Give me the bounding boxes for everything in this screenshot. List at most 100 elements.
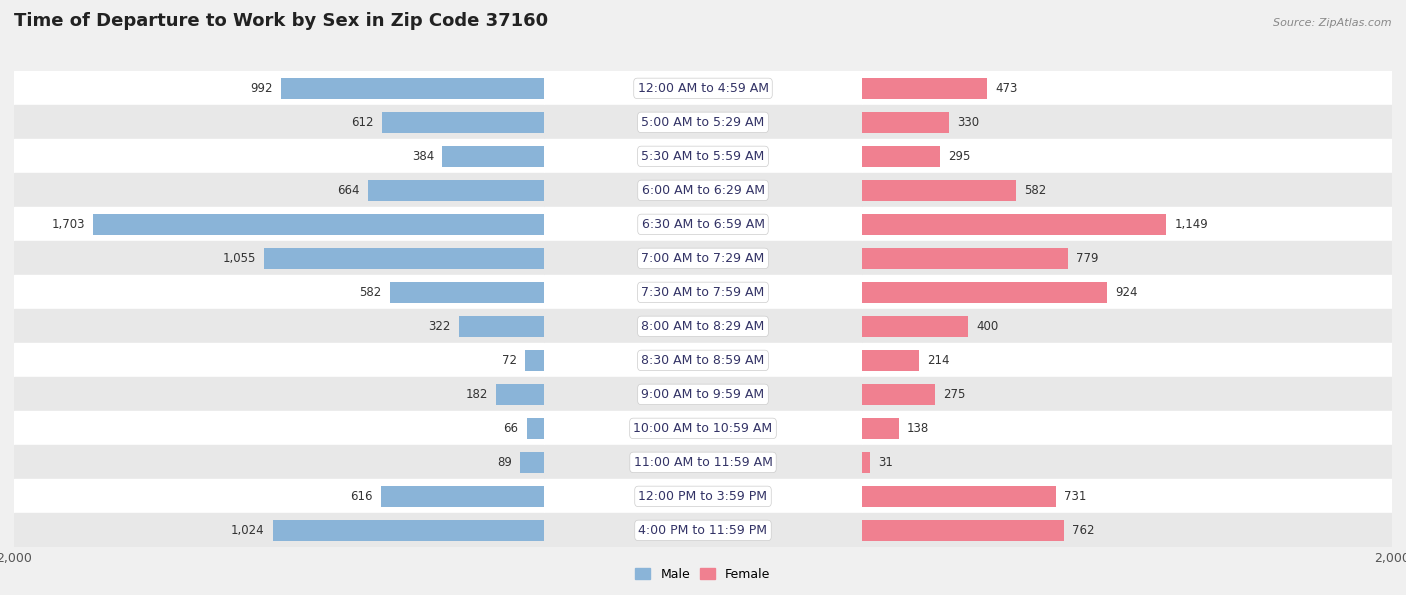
- Text: 992: 992: [250, 82, 273, 95]
- Text: 66: 66: [503, 422, 519, 435]
- Text: 5:00 AM to 5:29 AM: 5:00 AM to 5:29 AM: [641, 116, 765, 129]
- Bar: [14, 173, 544, 208]
- Bar: [862, 513, 1392, 547]
- Bar: [544, 309, 862, 343]
- Text: 31: 31: [879, 456, 893, 469]
- Bar: [389, 282, 544, 303]
- Bar: [544, 208, 862, 242]
- Bar: [14, 309, 544, 343]
- Bar: [862, 446, 1392, 480]
- Text: 7:00 AM to 7:29 AM: 7:00 AM to 7:29 AM: [641, 252, 765, 265]
- Text: 11:00 AM to 11:59 AM: 11:00 AM to 11:59 AM: [634, 456, 772, 469]
- Bar: [14, 139, 544, 173]
- Bar: [862, 384, 935, 405]
- Text: 12:00 PM to 3:59 PM: 12:00 PM to 3:59 PM: [638, 490, 768, 503]
- Bar: [544, 513, 862, 547]
- Bar: [14, 208, 544, 242]
- Text: 322: 322: [429, 320, 451, 333]
- Bar: [862, 112, 949, 133]
- Bar: [14, 411, 544, 446]
- Text: 138: 138: [907, 422, 929, 435]
- Bar: [862, 105, 1392, 139]
- Bar: [14, 446, 544, 480]
- Bar: [544, 377, 862, 411]
- Text: 8:30 AM to 8:59 AM: 8:30 AM to 8:59 AM: [641, 354, 765, 367]
- Bar: [496, 384, 544, 405]
- Bar: [526, 418, 544, 439]
- Bar: [862, 520, 1064, 541]
- Bar: [14, 513, 544, 547]
- Bar: [862, 180, 1017, 201]
- Bar: [862, 248, 1069, 269]
- Bar: [544, 173, 862, 208]
- Text: 612: 612: [352, 116, 374, 129]
- Bar: [544, 105, 862, 139]
- Bar: [14, 105, 544, 139]
- Bar: [264, 248, 544, 269]
- Text: 616: 616: [350, 490, 373, 503]
- Bar: [862, 486, 1056, 507]
- Bar: [458, 316, 544, 337]
- Bar: [862, 173, 1392, 208]
- Text: 1,149: 1,149: [1174, 218, 1208, 231]
- Text: 9:00 AM to 9:59 AM: 9:00 AM to 9:59 AM: [641, 388, 765, 401]
- Bar: [281, 78, 544, 99]
- Text: Time of Departure to Work by Sex in Zip Code 37160: Time of Departure to Work by Sex in Zip …: [14, 12, 548, 30]
- Text: 582: 582: [1024, 184, 1046, 197]
- Text: 12:00 AM to 4:59 AM: 12:00 AM to 4:59 AM: [637, 82, 769, 95]
- Text: 384: 384: [412, 150, 434, 163]
- Bar: [544, 446, 862, 480]
- Text: Source: ZipAtlas.com: Source: ZipAtlas.com: [1274, 18, 1392, 28]
- Bar: [14, 377, 544, 411]
- Bar: [14, 242, 544, 275]
- Bar: [862, 71, 1392, 105]
- Text: 1,703: 1,703: [51, 218, 84, 231]
- Bar: [544, 275, 862, 309]
- Bar: [862, 480, 1392, 513]
- Text: 72: 72: [502, 354, 517, 367]
- Bar: [862, 146, 941, 167]
- Text: 214: 214: [927, 354, 949, 367]
- Bar: [368, 180, 544, 201]
- Text: 6:30 AM to 6:59 AM: 6:30 AM to 6:59 AM: [641, 218, 765, 231]
- Bar: [382, 112, 544, 133]
- Bar: [544, 480, 862, 513]
- Bar: [544, 139, 862, 173]
- Text: 731: 731: [1063, 490, 1085, 503]
- Text: 1,055: 1,055: [224, 252, 256, 265]
- Bar: [14, 275, 544, 309]
- Bar: [862, 343, 1392, 377]
- Text: 7:30 AM to 7:59 AM: 7:30 AM to 7:59 AM: [641, 286, 765, 299]
- Text: 4:00 PM to 11:59 PM: 4:00 PM to 11:59 PM: [638, 524, 768, 537]
- Text: 473: 473: [995, 82, 1018, 95]
- Text: 275: 275: [943, 388, 965, 401]
- Bar: [544, 343, 862, 377]
- Bar: [862, 309, 1392, 343]
- Bar: [862, 452, 870, 473]
- Text: 182: 182: [465, 388, 488, 401]
- Text: 582: 582: [360, 286, 382, 299]
- Bar: [524, 350, 544, 371]
- Bar: [862, 316, 967, 337]
- Bar: [93, 214, 544, 235]
- Bar: [520, 452, 544, 473]
- Bar: [862, 208, 1392, 242]
- Text: 664: 664: [337, 184, 360, 197]
- Bar: [544, 71, 862, 105]
- Bar: [862, 275, 1392, 309]
- Text: 924: 924: [1115, 286, 1137, 299]
- Bar: [862, 214, 1167, 235]
- Text: 89: 89: [498, 456, 512, 469]
- Bar: [862, 377, 1392, 411]
- Text: 762: 762: [1071, 524, 1094, 537]
- Bar: [14, 480, 544, 513]
- Bar: [544, 242, 862, 275]
- Bar: [862, 139, 1392, 173]
- Text: 8:00 AM to 8:29 AM: 8:00 AM to 8:29 AM: [641, 320, 765, 333]
- Bar: [862, 242, 1392, 275]
- Bar: [862, 418, 898, 439]
- Legend: Male, Female: Male, Female: [630, 563, 776, 585]
- Text: 779: 779: [1077, 252, 1099, 265]
- Text: 6:00 AM to 6:29 AM: 6:00 AM to 6:29 AM: [641, 184, 765, 197]
- Bar: [273, 520, 544, 541]
